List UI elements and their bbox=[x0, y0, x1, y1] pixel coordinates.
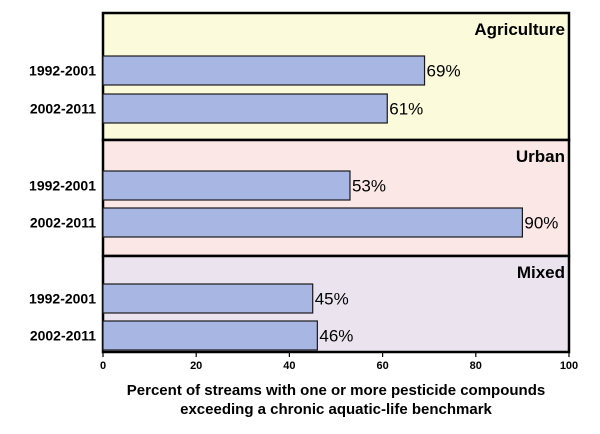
x-tick-label-60: 60 bbox=[376, 360, 388, 372]
panel-title-urban: Urban bbox=[516, 147, 565, 166]
x-axis: 0 20 40 60 80 100 bbox=[100, 351, 578, 372]
x-tick-label-100: 100 bbox=[560, 360, 578, 372]
category-label-mixed-2002-2011: 2002-2011 bbox=[30, 328, 96, 344]
category-label-agriculture-2002-2011: 2002-2011 bbox=[30, 101, 96, 117]
bar-mixed-1992-2001 bbox=[102, 283, 314, 314]
panel-title-agriculture: Agriculture bbox=[474, 20, 565, 39]
value-label-urban-2002-2011: 90% bbox=[524, 214, 558, 233]
x-tick-label-0: 0 bbox=[100, 360, 106, 372]
category-label-agriculture-1992-2001: 1992-2001 bbox=[29, 63, 96, 79]
panels-group: Agriculture 69% 1992-2001 61% 2002-2011 Urban… bbox=[29, 11, 571, 354]
category-label-urban-2002-2011: 2002-2011 bbox=[30, 215, 96, 231]
value-label-mixed-1992-2001: 45% bbox=[315, 290, 349, 309]
x-tick-label-40: 40 bbox=[283, 360, 295, 372]
bar-agriculture-1992-2001 bbox=[102, 55, 426, 86]
category-label-mixed-1992-2001: 1992-2001 bbox=[29, 291, 96, 307]
bar-urban-1992-2001 bbox=[102, 170, 351, 201]
bar-urban-2002-2011 bbox=[102, 207, 523, 238]
x-tick-label-80: 80 bbox=[470, 360, 482, 372]
x-axis-title-line2: exceeding a chronic aquatic-life benchma… bbox=[180, 401, 492, 418]
value-label-urban-1992-2001: 53% bbox=[352, 177, 386, 196]
value-label-agriculture-1992-2001: 69% bbox=[427, 62, 461, 81]
panel-title-mixed: Mixed bbox=[517, 263, 565, 282]
x-tick-label-20: 20 bbox=[190, 360, 202, 372]
value-label-mixed-2002-2011: 46% bbox=[319, 327, 353, 346]
value-label-agriculture-2002-2011: 61% bbox=[389, 100, 423, 119]
x-axis-title-line1: Percent of streams with one or more pest… bbox=[127, 382, 545, 399]
bar-agriculture-2002-2011 bbox=[102, 93, 388, 124]
category-label-urban-1992-2001: 1992-2001 bbox=[29, 178, 96, 194]
bar-mixed-2002-2011 bbox=[102, 320, 318, 351]
